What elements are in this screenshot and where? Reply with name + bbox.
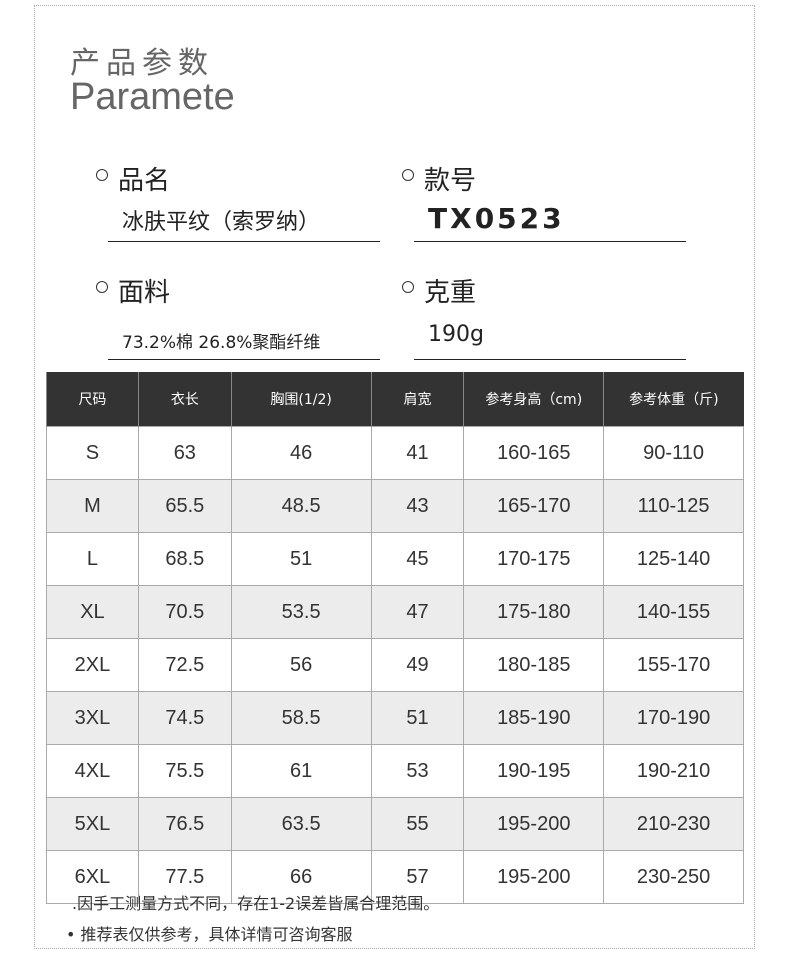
table-cell: 125-140 bbox=[603, 532, 744, 586]
table-cell: 195-200 bbox=[463, 797, 605, 851]
circle-icon bbox=[96, 281, 108, 293]
header-chest: 胸围(1/2) bbox=[230, 372, 372, 427]
table-header-row: 尺码 衣长 胸围(1/2) 肩宽 参考身高（cm) 参考体重（斤) bbox=[46, 372, 744, 427]
table-cell: 63 bbox=[137, 426, 232, 480]
table-cell: 57 bbox=[370, 850, 465, 904]
circle-icon bbox=[96, 169, 108, 181]
table-cell: 53 bbox=[370, 744, 465, 798]
table-row: 4XL 75.5 61 53 190-195 190-210 bbox=[46, 744, 744, 798]
table-cell: M bbox=[46, 479, 139, 533]
table-cell: 76.5 bbox=[137, 797, 232, 851]
table-cell: 170-175 bbox=[463, 532, 605, 586]
table-row: 6XL 77.5 66 57 195-200 230-250 bbox=[46, 850, 744, 904]
table-cell: 48.5 bbox=[230, 479, 372, 533]
table-cell: 53.5 bbox=[230, 585, 372, 639]
table-cell: 47 bbox=[370, 585, 465, 639]
field-label: 品名 bbox=[118, 166, 171, 196]
table-cell: 43 bbox=[370, 479, 465, 533]
table-cell: 49 bbox=[370, 638, 465, 692]
table-row: L 68.5 51 45 170-175 125-140 bbox=[46, 532, 744, 586]
table-cell: 56 bbox=[230, 638, 372, 692]
title-en: Paramete bbox=[70, 76, 235, 118]
table-cell: 180-185 bbox=[463, 638, 605, 692]
table-cell: 45 bbox=[370, 532, 465, 586]
table-cell: 110-125 bbox=[603, 479, 744, 533]
table-cell: 190-210 bbox=[603, 744, 744, 798]
underline bbox=[414, 359, 686, 360]
note-measurement: .因手工测量方式不同，存在1-2误差皆属合理范围。 bbox=[72, 894, 440, 913]
title-cn: 产品参数 bbox=[70, 46, 214, 81]
header-length: 衣长 bbox=[137, 372, 232, 427]
table-cell: 75.5 bbox=[137, 744, 232, 798]
table-cell: 51 bbox=[230, 532, 372, 586]
table-cell: 185-190 bbox=[463, 691, 605, 745]
table-row: 5XL 76.5 63.5 55 195-200 210-230 bbox=[46, 797, 744, 851]
table-cell: 66 bbox=[230, 850, 372, 904]
table-cell: 61 bbox=[230, 744, 372, 798]
table-cell: 160-165 bbox=[463, 426, 605, 480]
table-cell: 210-230 bbox=[603, 797, 744, 851]
field-value: 冰肤平纹（索罗纳） bbox=[122, 210, 321, 235]
field-value: TX0523 bbox=[428, 202, 565, 235]
table-cell: 65.5 bbox=[137, 479, 232, 533]
table-cell: 70.5 bbox=[137, 585, 232, 639]
field-value: 190g bbox=[428, 322, 484, 347]
table-row: 2XL 72.5 56 49 180-185 155-170 bbox=[46, 638, 744, 692]
field-label: 克重 bbox=[424, 278, 477, 308]
circle-icon bbox=[402, 169, 414, 181]
table-cell: 51 bbox=[370, 691, 465, 745]
table-cell: 3XL bbox=[46, 691, 139, 745]
table-cell: 68.5 bbox=[137, 532, 232, 586]
table-cell: 4XL bbox=[46, 744, 139, 798]
underline bbox=[414, 241, 686, 242]
header-size: 尺码 bbox=[46, 372, 139, 427]
table-cell: 74.5 bbox=[137, 691, 232, 745]
field-value: 73.2%棉 26.8%聚酯纤维 bbox=[122, 333, 321, 353]
field-label: 面料 bbox=[118, 278, 171, 308]
header-shoulder: 肩宽 bbox=[370, 372, 464, 427]
table-row: M 65.5 48.5 43 165-170 110-125 bbox=[46, 479, 744, 533]
table-cell: 190-195 bbox=[463, 744, 605, 798]
table-cell: 77.5 bbox=[137, 850, 232, 904]
page-frame bbox=[34, 5, 755, 949]
table-row: XL 70.5 53.5 47 175-180 140-155 bbox=[46, 585, 744, 639]
table-row: 3XL 74.5 58.5 51 185-190 170-190 bbox=[46, 691, 744, 745]
table-cell: 55 bbox=[370, 797, 465, 851]
table-cell: 155-170 bbox=[603, 638, 744, 692]
table-cell: 72.5 bbox=[137, 638, 232, 692]
table-cell: 41 bbox=[370, 426, 465, 480]
header-height: 参考身高（cm) bbox=[463, 372, 604, 427]
underline bbox=[108, 359, 380, 360]
table-cell: 165-170 bbox=[463, 479, 605, 533]
table-cell: 5XL bbox=[46, 797, 139, 851]
circle-icon bbox=[402, 281, 414, 293]
header-weight: 参考体重（斤) bbox=[603, 372, 744, 427]
table-cell: S bbox=[46, 426, 139, 480]
table-cell: 140-155 bbox=[603, 585, 744, 639]
table-cell: 46 bbox=[230, 426, 372, 480]
table-cell: L bbox=[46, 532, 139, 586]
table-cell: 58.5 bbox=[230, 691, 372, 745]
table-row: S 63 46 41 160-165 90-110 bbox=[46, 426, 744, 480]
table-cell: 170-190 bbox=[603, 691, 744, 745]
table-cell: 175-180 bbox=[463, 585, 605, 639]
table-cell: 2XL bbox=[46, 638, 139, 692]
table-cell: 6XL bbox=[46, 850, 139, 904]
table-cell: XL bbox=[46, 585, 139, 639]
table-cell: 230-250 bbox=[603, 850, 744, 904]
underline bbox=[108, 241, 380, 242]
table-cell: 63.5 bbox=[230, 797, 372, 851]
note-reference: • 推荐表仅供参考，具体详情可咨询客服 bbox=[66, 925, 353, 944]
table-cell: 195-200 bbox=[463, 850, 605, 904]
size-table: 尺码 衣长 胸围(1/2) 肩宽 参考身高（cm) 参考体重（斤) S 63 46 4… bbox=[46, 372, 744, 904]
table-cell: 90-110 bbox=[603, 426, 744, 480]
field-label: 款号 bbox=[424, 166, 477, 196]
